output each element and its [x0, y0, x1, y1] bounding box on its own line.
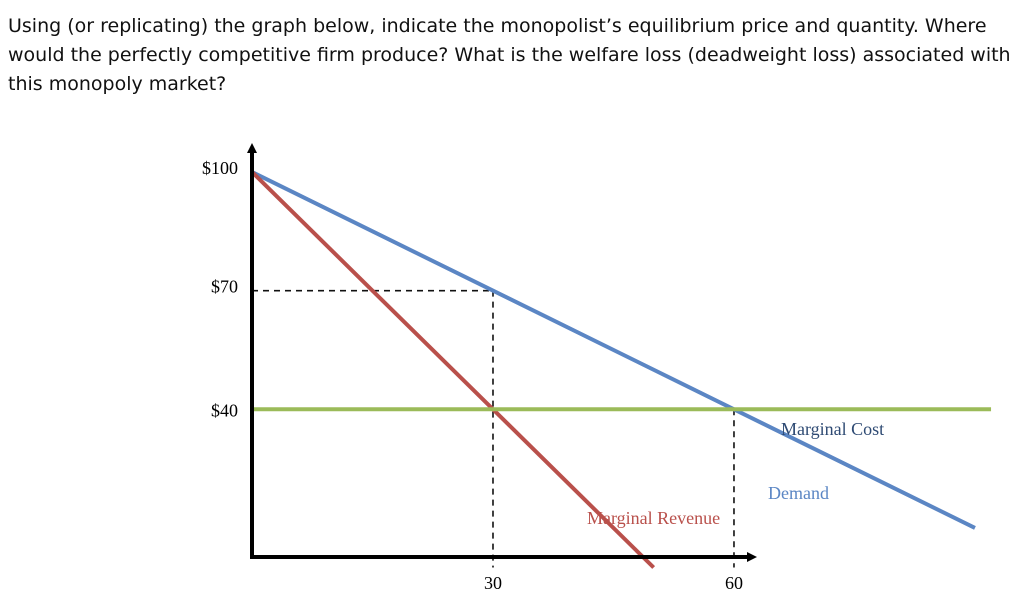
marginal-revenue-line: [250, 170, 656, 569]
demand-label: Demand: [768, 483, 829, 503]
demand-line: [251, 170, 976, 530]
marginal-cost-label: Marginal Cost: [781, 419, 884, 439]
y-tick-label: $100: [202, 158, 238, 178]
question-text: Using (or replicating) the graph below, …: [8, 15, 1011, 95]
marginal-revenue-label: Marginal Revenue: [587, 508, 720, 528]
y-tick-label: $70: [211, 277, 238, 297]
x-tick-label: 30: [484, 573, 502, 593]
x-tick-label: 60: [725, 573, 743, 593]
y-tick-label: $40: [211, 400, 238, 420]
